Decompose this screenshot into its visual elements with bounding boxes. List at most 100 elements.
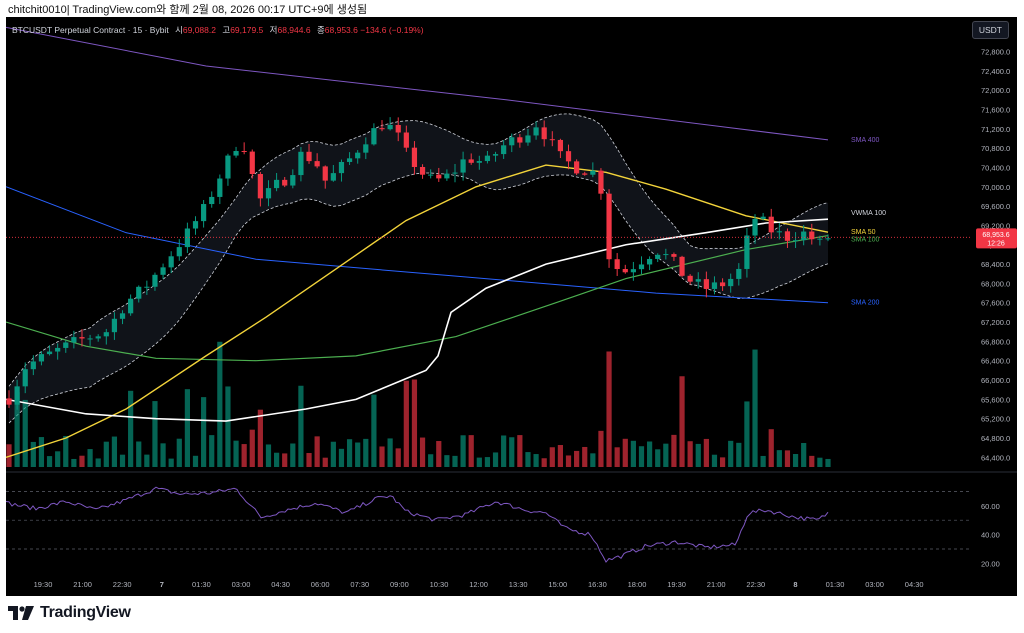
rsi-line (6, 486, 829, 563)
candle-body (484, 155, 491, 162)
candle-body (541, 127, 547, 140)
legend-open-label: 시 (175, 25, 183, 35)
time-tick-label: 10:30 (430, 580, 449, 589)
candle-body (501, 145, 507, 155)
candle-body (517, 137, 523, 143)
candle-body (736, 268, 742, 279)
volume-bar (387, 438, 393, 467)
volume-bar (492, 452, 499, 467)
candle-body (257, 174, 263, 199)
volume-bar (444, 455, 450, 467)
price-tick-label: 65,600.0 (981, 395, 1010, 404)
price-tick-label: 70,000.0 (981, 183, 1010, 192)
time-tick-label: 15:00 (548, 580, 567, 589)
volume-bar (744, 401, 750, 467)
candle-body (192, 221, 199, 229)
candle-body (87, 338, 93, 340)
candle-body (298, 151, 304, 176)
candle-body (111, 318, 118, 333)
candle-body (176, 247, 182, 257)
time-tick-label: 12:00 (469, 580, 488, 589)
candle-body (355, 152, 361, 159)
time-tick-label: 09:00 (390, 580, 409, 589)
volume-bar (95, 458, 101, 467)
candle-body (282, 179, 288, 186)
candle-body (784, 231, 791, 241)
volume-bar (298, 385, 304, 467)
volume-bar (501, 435, 507, 467)
volume-bar (330, 441, 336, 467)
candle-body (363, 144, 369, 153)
candle-body (533, 127, 539, 136)
candle-body (55, 347, 61, 352)
candle-body (119, 313, 126, 319)
price-tick-label: 67,200.0 (981, 318, 1010, 327)
candle-body (776, 231, 782, 233)
price-tick-label: 64,400.0 (981, 453, 1010, 462)
volume-bar (209, 435, 215, 467)
candle-body (590, 170, 596, 175)
candle-body (387, 124, 393, 130)
time-tick-label: 04:30 (905, 580, 924, 589)
chart-canvas[interactable]: 72,800.0 72,400.0 72,000.0 71,600.0 71,200.0… (6, 17, 1017, 596)
volume-bar (363, 438, 369, 467)
band-lower-line (8, 172, 829, 424)
legend-title: BTCUSDT Perpetual Contract · 15 · Bybit (12, 25, 169, 35)
volume-bar (55, 451, 61, 467)
volume-bar (728, 440, 734, 467)
volume-bar (517, 435, 523, 467)
volume-bar (452, 455, 458, 467)
candle-body (671, 254, 677, 257)
candle-body (452, 172, 458, 174)
volume-bar (233, 440, 239, 467)
band-fill (9, 113, 828, 424)
candle-body (22, 369, 28, 387)
volume-bar (257, 409, 263, 467)
volume-bar (574, 450, 580, 467)
candle-body (574, 161, 580, 174)
volume-bar (622, 438, 628, 467)
candle-body (476, 161, 482, 163)
candle-body (792, 240, 799, 242)
volume-bar (825, 458, 831, 467)
volume-bar (565, 455, 572, 467)
volume-bar (419, 437, 426, 467)
volume-bar (484, 457, 491, 467)
candle-body (241, 151, 247, 153)
rsi-tick-label: 40.00 (981, 531, 1000, 540)
candle-body (419, 166, 426, 175)
candle-body (46, 351, 53, 355)
candle-body (265, 188, 272, 199)
volume-bar (395, 448, 401, 467)
candle-body (606, 193, 612, 260)
volume-bar (201, 397, 207, 467)
volume-bar (217, 341, 223, 467)
candle-body (103, 332, 109, 337)
candle-body (379, 128, 385, 130)
candle-body (817, 238, 823, 240)
volume-bar (411, 379, 418, 467)
volume-bar (736, 442, 742, 467)
candle-body (160, 267, 166, 275)
price-tick-label: 68,000.0 (981, 279, 1010, 288)
volume-bar (428, 454, 434, 467)
legend-high-label: 고 (222, 25, 231, 35)
volume-bar (322, 457, 328, 467)
currency-unit-button[interactable]: USDT (971, 21, 1009, 39)
price-tick-label: 69,200.0 (981, 221, 1010, 230)
volume-bar (30, 441, 36, 467)
candle-body (647, 258, 653, 265)
chart-frame[interactable]: 72,800.0 72,400.0 72,000.0 71,600.0 71,200.0… (6, 17, 1017, 596)
chart-caption: chitchit0010| TradingView.com와 함께 2월 08,… (8, 4, 368, 16)
price-tick-label: 72,400.0 (981, 67, 1010, 76)
volume-bar (273, 452, 280, 467)
volume-bar (71, 458, 77, 467)
candle-body (719, 282, 726, 287)
time-tick-label: 03:00 (865, 580, 884, 589)
legend-close: 68,953.6 (324, 25, 358, 35)
candle-body (801, 231, 807, 241)
volume-bar (687, 441, 693, 467)
volume-bar (817, 457, 823, 467)
volume-bar (663, 443, 669, 467)
price-tick-label: 64,800.0 (981, 434, 1010, 443)
